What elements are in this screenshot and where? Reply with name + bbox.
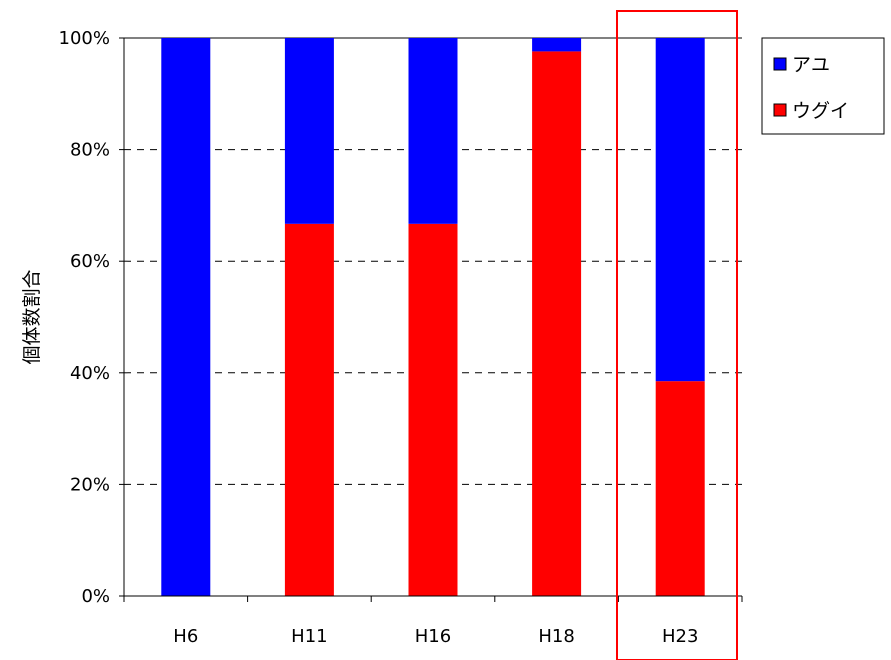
legend-swatch-ayu: [773, 57, 787, 71]
legend-item-ugui: ウグイ: [773, 100, 849, 122]
highlight-box-h23: [616, 10, 738, 660]
bar-H16-アユ: [408, 38, 458, 224]
bar-H11-ウグイ: [284, 223, 334, 596]
legend-item-ayu: アユ: [773, 54, 830, 76]
legend-label-ugui: ウグイ: [792, 100, 849, 122]
y-tick-label: 100%: [59, 28, 110, 49]
bar-H18-アユ: [532, 38, 582, 52]
bar-H16-ウグイ: [408, 223, 458, 596]
x-tick-label: H16: [415, 626, 451, 647]
legend: アユ ウグイ: [761, 37, 885, 135]
y-tick-label: 60%: [70, 251, 110, 272]
y-tick-label: 0%: [81, 586, 110, 607]
bar-H23-アユ: [655, 38, 705, 382]
bar-H23-ウグイ: [655, 381, 705, 596]
bar-H11-アユ: [284, 38, 334, 224]
x-tick-label: H6: [173, 626, 198, 647]
y-tick-label: 80%: [70, 140, 110, 161]
y-axis-title: 個体数割合: [21, 269, 43, 364]
bar-H6-アユ: [161, 38, 211, 596]
bar-H18-ウグイ: [532, 51, 582, 597]
x-tick-label: H18: [538, 626, 574, 647]
bars: [161, 38, 705, 597]
x-tick-label: H11: [291, 626, 327, 647]
x-ticks: H6 H11 H16 H18 H23: [123, 596, 743, 647]
legend-label-ayu: アユ: [792, 54, 830, 76]
legend-swatch-ugui: [773, 103, 787, 117]
y-tick-label: 40%: [70, 363, 110, 384]
legend-box: [761, 37, 885, 135]
y-tick-label: 20%: [70, 474, 110, 495]
y-ticks: 0% 20% 40% 60% 80% 100%: [59, 28, 124, 607]
x-tick-label: H23: [662, 626, 698, 647]
